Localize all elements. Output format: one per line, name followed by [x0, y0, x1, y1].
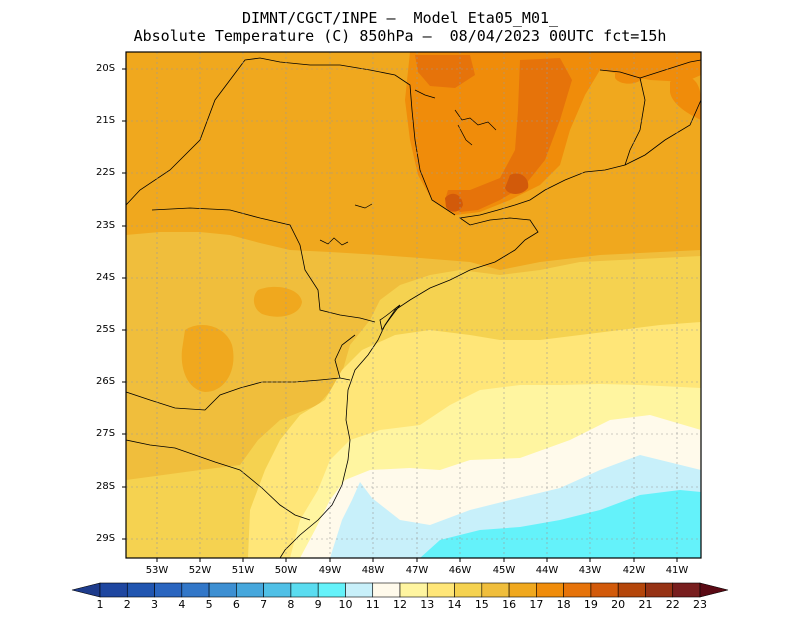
- colorbar-label: 8: [287, 598, 295, 611]
- map-grid: [126, 52, 701, 558]
- band-19-20: [445, 193, 463, 212]
- colorbar-label: 22: [665, 598, 680, 611]
- state-border: [126, 377, 351, 411]
- colorbar-segment: [181, 582, 210, 598]
- state-border: [599, 69, 646, 166]
- colorbar-label: 17: [529, 598, 544, 611]
- band-17-18-patch: [670, 76, 701, 120]
- colorbar-segment: [290, 582, 319, 598]
- colorbar-label: 19: [583, 598, 598, 611]
- colorbar-label: 20: [611, 598, 626, 611]
- lat-label: 20S: [96, 63, 116, 74]
- colorbar-segment: [672, 582, 701, 598]
- colorbar-label: 3: [151, 598, 159, 611]
- lon-label: 47W: [405, 565, 429, 576]
- colorbar-label: 11: [365, 598, 380, 611]
- lon-label: 48W: [361, 565, 385, 576]
- colorbar-label: 15: [474, 598, 489, 611]
- colorbar-label: 5: [205, 598, 213, 611]
- colorbar-label: 6: [232, 598, 240, 611]
- colorbar-segment: [454, 582, 483, 598]
- river: [319, 237, 349, 246]
- lat-label: 27S: [96, 428, 116, 439]
- lon-label: 51W: [231, 565, 255, 576]
- lon-label: 53W: [145, 565, 169, 576]
- colorbar-label: 21: [638, 598, 653, 611]
- river: [454, 109, 497, 146]
- state-border: [126, 439, 311, 521]
- colorbar-label: 12: [393, 598, 407, 611]
- river: [354, 203, 373, 209]
- map-title-line2: Absolute Temperature (C) 850hPa – 08/04/…: [133, 27, 667, 45]
- lon-label: 45W: [492, 565, 516, 576]
- colorbar-segment: [236, 582, 264, 598]
- lat-label: 26S: [96, 376, 116, 387]
- state-border: [334, 334, 356, 379]
- map-frame: [125, 51, 702, 559]
- colorbar-segment: [645, 582, 674, 598]
- lat-label: 21S: [96, 115, 116, 126]
- colorbar-label: 13: [420, 598, 435, 611]
- lat-label: 25S: [96, 324, 116, 335]
- colorbar-segment: [154, 582, 183, 598]
- lat-label: 24S: [96, 272, 116, 283]
- state-border: [151, 207, 376, 323]
- band-9-10: [420, 490, 701, 558]
- colorbar-segment: [617, 582, 646, 598]
- colorbar-segment: [481, 582, 510, 598]
- colorbar-label: 1: [96, 598, 104, 611]
- axis-ticks: [122, 68, 678, 562]
- state-border: [639, 59, 701, 79]
- colorbar-label: 23: [693, 598, 707, 611]
- colorbar-segment: [426, 582, 455, 598]
- island: [379, 304, 401, 332]
- coastline: [279, 99, 701, 558]
- colorbar-segment: [536, 582, 564, 598]
- lon-label: 43W: [578, 565, 602, 576]
- lat-label: 29S: [96, 533, 116, 544]
- temperature-field: [126, 52, 701, 558]
- lon-label: 49W: [318, 565, 342, 576]
- river: [414, 89, 436, 99]
- lon-label: 50W: [274, 565, 298, 576]
- colorbar-segment: [372, 582, 401, 598]
- colorbar-label: 10: [338, 598, 353, 611]
- colorbar-segment: [71, 582, 101, 598]
- colorbar-segment: [699, 582, 729, 598]
- lat-label: 23S: [96, 220, 116, 231]
- lon-label: 46W: [448, 565, 472, 576]
- colorbar-label: 7: [260, 598, 268, 611]
- colorbar-segment: [563, 582, 592, 598]
- lat-label: 28S: [96, 481, 116, 492]
- colorbar-segment: [263, 582, 292, 598]
- lon-label: 41W: [665, 565, 689, 576]
- band-17-18-patch: [615, 62, 646, 84]
- colorbar-segment: [590, 582, 619, 598]
- colorbar-label: 16: [502, 598, 517, 611]
- colorbar-segment: [399, 582, 428, 598]
- colorbar-segment: [126, 582, 155, 598]
- colorbar-label: 2: [123, 598, 131, 611]
- colorbar-segment: [317, 582, 346, 598]
- colorbar-segment: [345, 582, 374, 598]
- band-19-20: [505, 173, 529, 194]
- lon-label: 52W: [188, 565, 212, 576]
- colorbar-segment: [99, 582, 128, 598]
- band-18-19: [445, 58, 572, 212]
- lon-label: 44W: [535, 565, 559, 576]
- colorbar: [71, 582, 729, 598]
- colorbar-segment: [508, 582, 537, 598]
- colorbar-label: 14: [447, 598, 462, 611]
- colorbar-label: 4: [178, 598, 186, 611]
- state-border: [126, 57, 456, 216]
- band-16-17-patch: [181, 325, 234, 392]
- map-title-line1: DIMNT/CGCT/INPE – Model Eta05_M01_: [241, 9, 559, 27]
- band-16-17-patch: [253, 286, 302, 317]
- lon-label: 42W: [622, 565, 646, 576]
- lat-label: 22S: [96, 167, 116, 178]
- colorbar-label: 9: [314, 598, 322, 611]
- colorbar-segment: [208, 582, 237, 598]
- colorbar-label: 18: [556, 598, 571, 611]
